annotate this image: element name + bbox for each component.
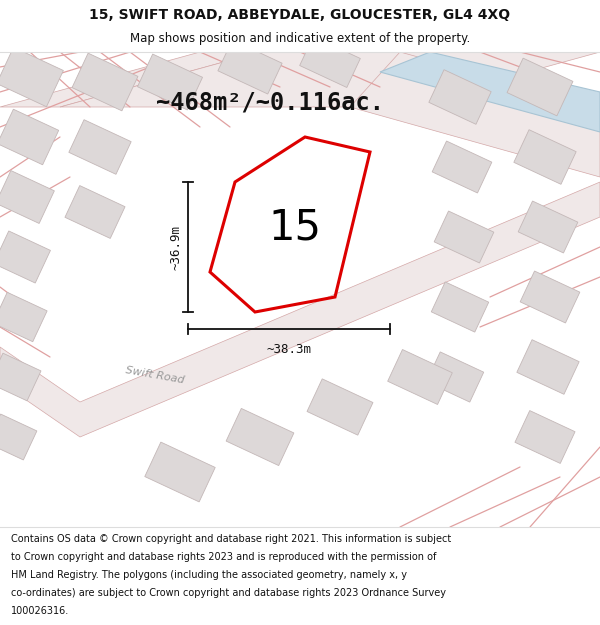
Polygon shape bbox=[0, 292, 47, 342]
Polygon shape bbox=[434, 211, 494, 263]
Polygon shape bbox=[60, 52, 600, 107]
Polygon shape bbox=[0, 109, 59, 165]
Polygon shape bbox=[0, 48, 64, 107]
Polygon shape bbox=[432, 141, 492, 193]
Polygon shape bbox=[514, 130, 576, 184]
Polygon shape bbox=[0, 182, 600, 437]
Text: ~38.3m: ~38.3m bbox=[266, 343, 311, 356]
Polygon shape bbox=[0, 231, 50, 283]
Text: Swift Road: Swift Road bbox=[125, 365, 185, 385]
Polygon shape bbox=[431, 282, 489, 332]
Polygon shape bbox=[69, 120, 131, 174]
Polygon shape bbox=[145, 442, 215, 502]
Polygon shape bbox=[307, 379, 373, 435]
Polygon shape bbox=[426, 352, 484, 402]
Text: 15, SWIFT ROAD, ABBEYDALE, GLOUCESTER, GL4 4XQ: 15, SWIFT ROAD, ABBEYDALE, GLOUCESTER, G… bbox=[89, 8, 511, 21]
Text: Map shows position and indicative extent of the property.: Map shows position and indicative extent… bbox=[130, 32, 470, 45]
Text: to Crown copyright and database rights 2023 and is reproduced with the permissio: to Crown copyright and database rights 2… bbox=[11, 552, 436, 562]
Polygon shape bbox=[0, 52, 260, 107]
Polygon shape bbox=[0, 414, 37, 460]
Text: Contains OS data © Crown copyright and database right 2021. This information is : Contains OS data © Crown copyright and d… bbox=[11, 534, 451, 544]
Polygon shape bbox=[388, 349, 452, 404]
Polygon shape bbox=[515, 411, 575, 463]
Text: 100026316.: 100026316. bbox=[11, 606, 69, 616]
Text: ~468m²/~0.116ac.: ~468m²/~0.116ac. bbox=[156, 90, 384, 114]
Polygon shape bbox=[72, 53, 138, 111]
Polygon shape bbox=[350, 52, 600, 177]
Polygon shape bbox=[517, 340, 579, 394]
Polygon shape bbox=[299, 36, 361, 88]
Polygon shape bbox=[429, 70, 491, 124]
Polygon shape bbox=[137, 54, 203, 110]
Polygon shape bbox=[0, 353, 41, 401]
Polygon shape bbox=[65, 186, 125, 238]
Text: ~36.9m: ~36.9m bbox=[170, 224, 182, 269]
Text: co-ordinates) are subject to Crown copyright and database rights 2023 Ordnance S: co-ordinates) are subject to Crown copyr… bbox=[11, 588, 446, 598]
Text: HM Land Registry. The polygons (including the associated geometry, namely x, y: HM Land Registry. The polygons (includin… bbox=[11, 570, 407, 580]
Polygon shape bbox=[226, 408, 294, 466]
Text: 15: 15 bbox=[269, 206, 322, 248]
Polygon shape bbox=[507, 58, 573, 116]
Polygon shape bbox=[518, 201, 578, 253]
Polygon shape bbox=[0, 171, 55, 224]
Polygon shape bbox=[520, 271, 580, 323]
Polygon shape bbox=[218, 40, 282, 94]
Polygon shape bbox=[380, 52, 600, 132]
